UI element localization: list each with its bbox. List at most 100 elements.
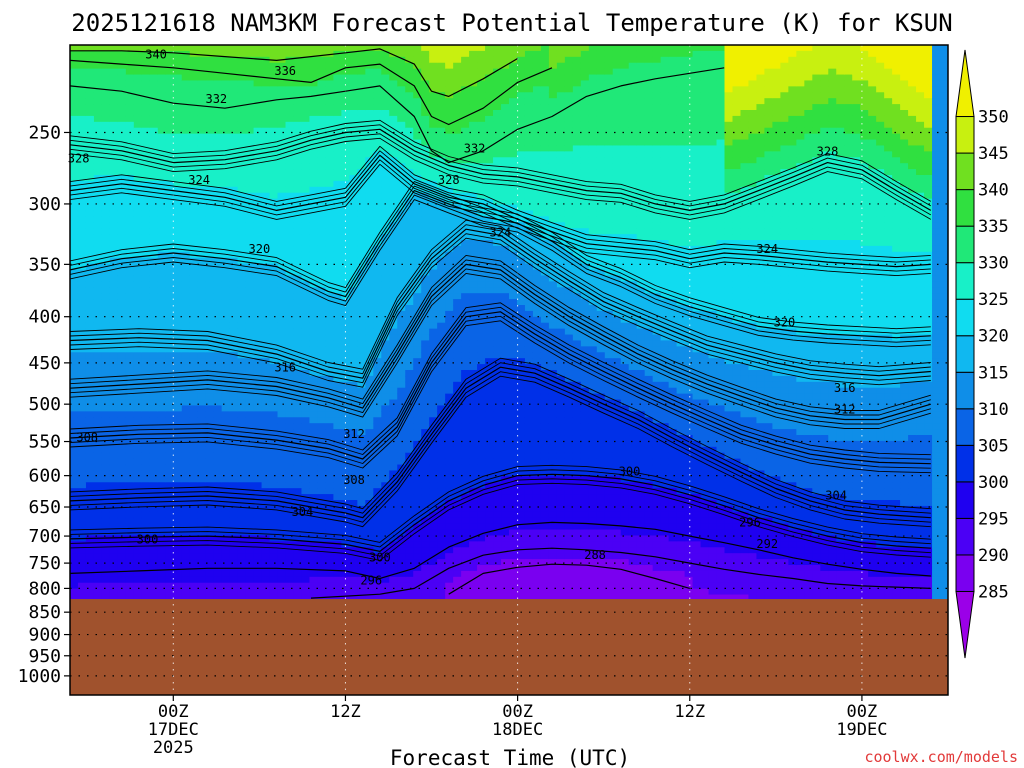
contour-label: 316 [274, 360, 296, 374]
contour-label: 320 [774, 315, 796, 329]
y-tick-label: 650 [28, 497, 61, 518]
x-tick-label: 00Z [847, 702, 878, 722]
contour-label: 328 [438, 173, 460, 187]
contour-line-minor [70, 181, 931, 330]
contour-line-minor [70, 185, 931, 334]
contour-line-minor [70, 163, 931, 277]
x-tick-label: 12Z [674, 702, 705, 722]
colorbar-swatch [955, 517, 975, 556]
colorbar-label: 285 [978, 583, 1009, 603]
contour-line-minor [70, 199, 931, 348]
y-tick-label: 850 [28, 602, 61, 623]
colorbar-label: 350 [978, 108, 1009, 128]
contour-line-332 [70, 67, 725, 164]
contour-label: 304 [292, 505, 314, 519]
contour-line-minor [70, 375, 931, 528]
contour-line-minor [70, 306, 931, 460]
terrain-layer [70, 599, 948, 695]
contour-line-320 [70, 190, 931, 339]
contour-label: 324 [490, 226, 512, 240]
y-tick-label: 550 [28, 432, 61, 453]
contour-label: 332 [464, 141, 486, 155]
contour-label-layer: 340 336 332 328 324 320 316 312 308 308 304 300 300 2… [68, 47, 856, 587]
contour-line-minor [70, 469, 931, 548]
contour-label: 300 [137, 532, 159, 546]
y-tick-label: 250 [28, 122, 61, 143]
colorbar-swatch [955, 481, 975, 519]
y-tick-label: 300 [28, 194, 61, 215]
colorbar-swatch [955, 554, 975, 592]
contour-label: 328 [817, 144, 839, 158]
contour-label: 336 [274, 64, 296, 78]
contour-line-minor [70, 124, 932, 207]
colorbar-swatch [955, 335, 975, 373]
colorbar-label: 320 [978, 327, 1009, 347]
contour-line-minor [70, 464, 931, 543]
contour-line-minor [70, 268, 931, 425]
colorbar-swatch [955, 262, 975, 300]
contour-line-304 [70, 366, 931, 519]
contour-line-minor [70, 119, 932, 202]
contour-line-minor [70, 254, 931, 411]
contour-line-minor [70, 237, 931, 388]
contour-label: 328 [68, 152, 90, 166]
x-tick-label: 00Z [502, 702, 533, 722]
y-tick-label: 600 [28, 466, 61, 487]
colorbar-label: 315 [978, 363, 1009, 383]
y-tick-label: 350 [28, 254, 61, 275]
terrain-block [70, 599, 948, 695]
colorbar-label: 300 [978, 473, 1009, 493]
colorbar-swatch [955, 408, 975, 446]
x-tick-label: 00Z [158, 702, 189, 722]
contour-line-292 [310, 547, 931, 599]
colorbar-swatch [955, 225, 975, 264]
contour-label: 296 [739, 515, 761, 529]
contour-label: 312 [834, 402, 856, 416]
colorbar: 285 290 295 300 305 310 315 320 325 330 335 340 345 3… [955, 49, 1009, 659]
y-tick-label: 500 [28, 394, 61, 415]
contour-line-minor [70, 371, 931, 523]
colorbar-swatch [955, 371, 975, 410]
y-tick-label: 1000 [18, 666, 61, 687]
contour-line-316 [70, 228, 931, 379]
contour-label: 312 [343, 427, 365, 441]
contour-line-340 [70, 48, 518, 97]
contour-line-minor [70, 302, 931, 456]
colorbar-swatch [955, 189, 975, 227]
contour-line-312 [70, 263, 931, 421]
contour-line-minor [70, 357, 931, 510]
colorbar-swatch [955, 298, 975, 337]
contour-line-minor [70, 137, 932, 220]
contour-label: 320 [249, 242, 271, 256]
contour-line-minor [70, 478, 931, 557]
contour-label: 324 [188, 173, 210, 187]
contour-line-minor [70, 133, 932, 216]
contour-line-minor [70, 150, 931, 263]
contour-line-324 [70, 154, 931, 268]
colorbar-swatch [955, 590, 975, 659]
contour-line-minor [70, 224, 931, 375]
y-tick-label: 450 [28, 353, 61, 374]
y-tick-label: 700 [28, 526, 61, 547]
x-tick-label: 2025 [153, 738, 194, 758]
x-axis-title: Forecast Time (UTC) [390, 746, 630, 768]
y-tick-label: 900 [28, 625, 61, 646]
x-tick-label: 18DEC [492, 720, 543, 740]
colorbar-label: 305 [978, 436, 1009, 456]
contour-label: 296 [360, 573, 382, 587]
contour-label: 316 [834, 381, 856, 395]
contour-label: 340 [145, 47, 167, 61]
contour-line-minor [70, 233, 931, 384]
contour-line-328 [70, 128, 932, 211]
contour-label: 324 [756, 242, 778, 256]
contour-label: 332 [205, 92, 227, 106]
contour-label: 308 [76, 431, 98, 445]
colorbar-label: 310 [978, 400, 1009, 420]
contour-line-minor [70, 194, 931, 343]
contour-line-300 [70, 473, 931, 552]
colorbar-swatch [955, 152, 975, 191]
colorbar-swatch [955, 49, 975, 118]
contour-line-336 [70, 59, 553, 126]
